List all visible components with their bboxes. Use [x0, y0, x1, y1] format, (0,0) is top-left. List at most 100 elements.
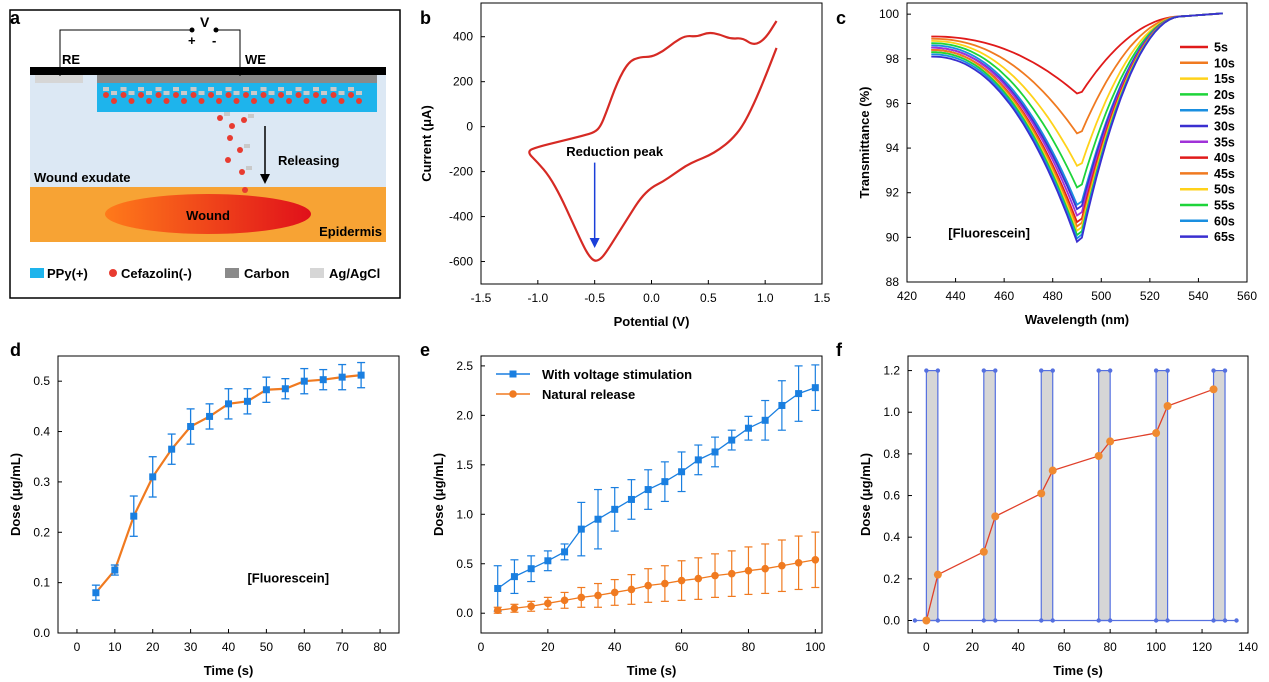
x-tick-label: 70 — [335, 640, 349, 654]
agagcl-particle — [138, 87, 144, 91]
data-point — [711, 448, 719, 456]
agagcl-particle — [163, 91, 170, 95]
data-point — [627, 585, 636, 594]
pulse-marker — [1107, 368, 1113, 373]
reduction-peak-arrowhead — [589, 238, 600, 249]
panel-letter-d: d — [10, 340, 21, 360]
data-point — [811, 384, 819, 392]
data-point — [933, 570, 942, 579]
y-tick-label: 1.2 — [883, 364, 900, 378]
agagcl-particle — [198, 91, 205, 95]
we-label: WE — [245, 52, 266, 67]
transmittance-curve-20s — [931, 12, 1223, 189]
legend-label-cefazolin: Cefazolin(-) — [121, 266, 192, 281]
y-tick-label: 2.5 — [456, 359, 473, 373]
x-tick-label: 540 — [1188, 289, 1208, 303]
legend-label-5s: 5s — [1214, 41, 1228, 55]
agagcl-particle — [208, 87, 214, 91]
x-tick-label: 40 — [608, 640, 622, 654]
data-point — [795, 390, 803, 398]
y-tick-label: 0.3 — [33, 475, 50, 489]
y-axis-label: Transmittance (%) — [857, 87, 872, 199]
data-point — [610, 588, 619, 597]
cefazolin-dot — [330, 92, 337, 98]
y-axis-label: Dose (μg/mL) — [431, 453, 446, 536]
data-point — [991, 512, 1000, 521]
y-tick-label: 0.2 — [883, 572, 900, 586]
x-tick-label: 1.0 — [757, 291, 774, 305]
cefazolin-dot — [243, 92, 249, 98]
transmittance-curve-10s — [931, 12, 1223, 135]
pulse-marker — [981, 368, 987, 373]
transmittance-curve-15s — [931, 12, 1223, 168]
re-label: RE — [62, 52, 80, 67]
data-point — [111, 566, 119, 574]
x-tick-label: 0 — [923, 640, 930, 654]
fluorescein-annotation: [Fluorescein] — [948, 225, 1030, 240]
x-tick-label: 20 — [146, 640, 160, 654]
legend-label-60s: 60s — [1214, 214, 1235, 228]
agagcl-particle — [128, 91, 135, 95]
cefazolin-dot — [303, 98, 310, 104]
y-tick-label: 92 — [886, 186, 900, 200]
y-tick-label: -200 — [449, 165, 473, 179]
agagcl-particle — [103, 87, 109, 91]
cefazolin-dot — [181, 98, 187, 104]
agagcl-particle — [321, 91, 327, 95]
agagcl-particle — [286, 91, 292, 95]
plot-frame — [906, 2, 1248, 283]
cefazolin-dot — [225, 157, 231, 163]
x-tick-label: 480 — [1043, 289, 1063, 303]
cefazolin-dot — [286, 98, 292, 104]
agagcl-particle — [244, 144, 250, 148]
legend-marker — [509, 390, 517, 398]
cefazolin-dot — [237, 147, 243, 153]
pulse-marker — [1096, 368, 1101, 373]
x-tick-label: 440 — [946, 289, 966, 303]
data-point — [728, 436, 736, 444]
data-point — [338, 373, 346, 381]
x-tick-label: 80 — [373, 640, 387, 654]
data-point — [319, 376, 327, 384]
data-point — [527, 602, 535, 611]
legend-label-10s: 10s — [1214, 56, 1235, 70]
panel-a: a V + - RE WE — [9, 8, 401, 299]
x-tick-label: 500 — [1091, 289, 1111, 303]
x-tick-label: -1.0 — [527, 291, 548, 305]
data-point — [92, 589, 100, 597]
cefazolin-dot — [338, 98, 345, 104]
x-tick-label: 520 — [1140, 289, 1160, 303]
data-point — [727, 569, 736, 578]
y-tick-label: 0 — [466, 120, 473, 134]
y-tick-label: 0.5 — [456, 557, 473, 571]
cefazolin-dot — [190, 92, 197, 98]
y-tick-label: -400 — [449, 210, 473, 224]
panel-letter-e: e — [420, 340, 430, 360]
cefazolin-dot — [138, 92, 144, 98]
x-tick-label: 140 — [1238, 640, 1258, 654]
legend-label-55s: 55s — [1214, 199, 1235, 213]
y-tick-label: 1.5 — [456, 458, 473, 472]
data-point — [611, 505, 619, 513]
y-tick-label: 2.0 — [456, 408, 473, 422]
panel-d-dose-chart: 0 10 20 30 40 50 60 70 80 0.0 0.1 0.2 0.3 0.4 0.5 Time … — [8, 355, 400, 678]
x-tick-label: 420 — [897, 289, 917, 303]
pulse-marker — [1165, 368, 1170, 373]
y-tick-label: 0.0 — [883, 614, 900, 628]
terminal-minus — [213, 27, 219, 33]
data-point — [187, 423, 195, 431]
x-tick-label: 0 — [478, 640, 485, 654]
y-tick-label: 90 — [886, 230, 900, 244]
data-point — [577, 593, 586, 602]
data-point — [694, 456, 702, 464]
agagcl-particle — [338, 91, 345, 95]
data-point — [1048, 466, 1057, 475]
legend-label-30s: 30s — [1214, 120, 1235, 134]
stimulation-pulse — [1212, 369, 1226, 622]
electrode-bar — [30, 67, 386, 75]
transmittance-curve-30s — [931, 12, 1223, 211]
data-point — [300, 377, 308, 385]
data-point — [661, 478, 669, 486]
re-wire — [59, 29, 192, 76]
cefazolin-dot — [173, 92, 179, 98]
